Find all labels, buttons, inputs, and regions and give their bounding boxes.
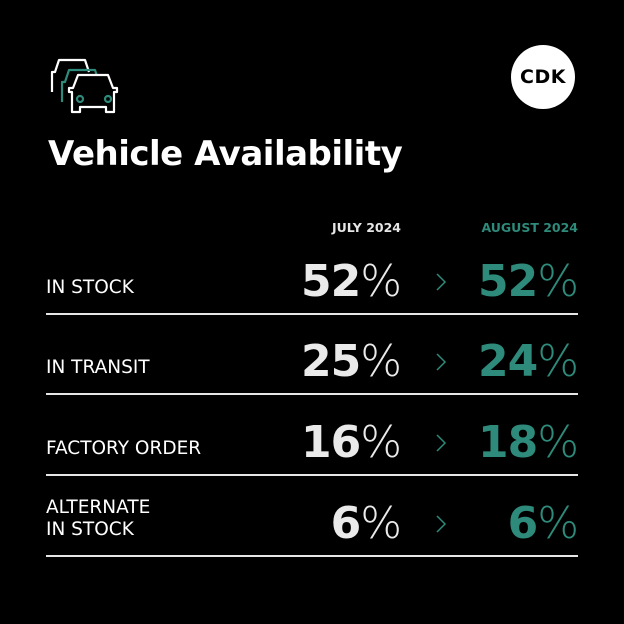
cdk-logo: CDK [511,45,575,109]
july-value: 25% [300,336,402,387]
august-value: 18% [477,417,579,468]
row-label: FACTORY ORDER [46,438,202,459]
table-row: IN TRANSIT 25% 24% [46,313,579,395]
august-number: 6 [507,498,539,549]
july-number: 16 [300,417,361,468]
percent-sign: % [537,256,579,307]
percent-sign: % [360,417,402,468]
july-value: 16% [300,417,402,468]
row-label: IN STOCK [46,277,134,298]
cars-icon [50,58,119,114]
percent-sign: % [360,256,402,307]
percent-sign: % [537,417,579,468]
chevron-right-icon [436,434,447,452]
percent-sign: % [537,336,579,387]
chevron-right-icon [436,353,447,371]
august-value: 24% [477,336,579,387]
july-value: 6% [330,498,402,549]
table-row: ALTERNATE IN STOCK 6% 6% [46,475,579,557]
row-label: IN TRANSIT [46,357,150,378]
page-title: Vehicle Availability [48,134,403,174]
august-number: 18 [477,417,538,468]
august-value: 6% [507,498,579,549]
table-row: FACTORY ORDER 16% 18% [46,394,579,476]
chevron-right-icon [436,273,447,291]
percent-sign: % [360,498,402,549]
august-value: 52% [477,256,579,307]
august-number: 24 [477,336,538,387]
july-number: 25 [300,336,361,387]
row-label: ALTERNATE IN STOCK [46,497,151,540]
percent-sign: % [537,498,579,549]
july-number: 52 [300,256,361,307]
column-header-august: AUGUST 2024 [481,220,578,235]
percent-sign: % [360,336,402,387]
july-number: 6 [330,498,362,549]
chevron-right-icon [436,515,447,533]
august-number: 52 [477,256,538,307]
table-row: IN STOCK 52% 52% [46,233,579,315]
july-value: 52% [300,256,402,307]
column-header-july: JULY 2024 [331,220,401,235]
